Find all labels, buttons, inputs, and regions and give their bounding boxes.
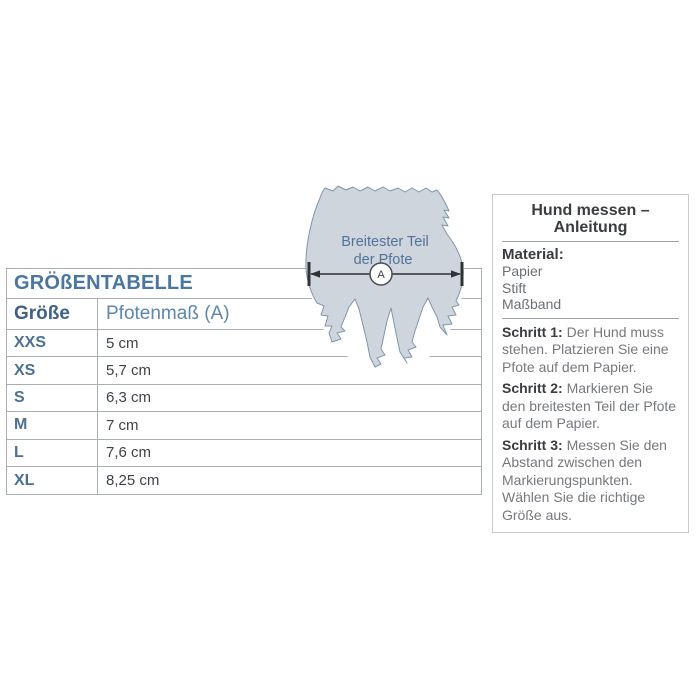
size-cell: L — [7, 439, 98, 466]
measure-cell: 5 cm — [106, 334, 139, 352]
material-heading: Material: — [502, 246, 564, 263]
panel-separator — [502, 241, 679, 242]
size-cell: S — [7, 384, 98, 412]
paw-measure-diagram: Breitester Teil der Pfote A — [305, 183, 465, 372]
measurement-point-a: A — [369, 262, 393, 286]
table-row: XL 8,25 cm — [7, 466, 481, 495]
measure-cell: 8,25 cm — [106, 472, 160, 490]
step-text: Messen Sie den Abstand zwischen den Mark… — [502, 436, 667, 523]
panel-title: Hund messen – Anleitung — [502, 202, 679, 236]
step-text: Der Hund muss stehen. Platzieren Sie ein… — [502, 323, 669, 375]
step-label: Schritt 3: — [502, 436, 563, 453]
column-header-size: Größe — [7, 299, 98, 329]
step-label: Schritt 1: — [502, 323, 563, 340]
size-cell: XL — [7, 466, 98, 495]
measure-cell: 7,6 cm — [106, 444, 152, 462]
paw-label-line1: Breitester Teil — [341, 234, 429, 250]
panel-title-line1: Hund messen – — [531, 202, 650, 219]
size-table: GRÖßENTABELLE Größe Pfotenmaß (A) XXS 5 … — [6, 268, 482, 496]
table-row: XS 5,7 cm — [7, 357, 481, 385]
paw-label-line2: der Pfote — [354, 252, 413, 268]
size-cell: XS — [7, 357, 98, 384]
marker-letter: A — [377, 269, 385, 281]
panel-title-line2: Anleitung — [553, 219, 628, 236]
measure-cell: 6,3 cm — [106, 389, 152, 407]
measure-cell: 5,7 cm — [106, 362, 152, 380]
measure-cell: 7 cm — [106, 416, 139, 434]
table-row: L 7,6 cm — [7, 439, 481, 467]
step-paragraph: Schritt 3: Messen Sie den Abstand zwisch… — [502, 437, 679, 525]
column-header-paw-measure: Pfotenmaß (A) — [106, 303, 230, 324]
step-label: Schritt 2: — [502, 380, 563, 396]
measurement-arrow — [307, 262, 464, 286]
instructions-panel: Hund messen – Anleitung Material: Papier… — [492, 194, 689, 533]
panel-separator — [502, 317, 679, 319]
material-item: Stift — [502, 279, 527, 296]
size-cell: M — [7, 412, 98, 439]
table-row: S 6,3 cm — [7, 384, 481, 413]
size-cell: XXS — [7, 330, 98, 357]
table-row: XXS 5 cm — [7, 330, 481, 358]
step-paragraph: Schritt 1: Der Hund muss stehen. Platzie… — [502, 324, 679, 377]
table-row: M 7 cm — [7, 412, 481, 440]
step-text: Markieren Sie den breitesten Teil der Pf… — [502, 380, 677, 431]
step-paragraph: Schritt 2: Markieren Sie den breitesten … — [502, 380, 679, 433]
material-item: Maßband — [502, 296, 562, 312]
size-table-header-row: Größe Pfotenmaß (A) — [7, 299, 481, 330]
material-item: Papier — [502, 263, 543, 279]
size-table-title: GRÖßENTABELLE — [7, 269, 481, 299]
